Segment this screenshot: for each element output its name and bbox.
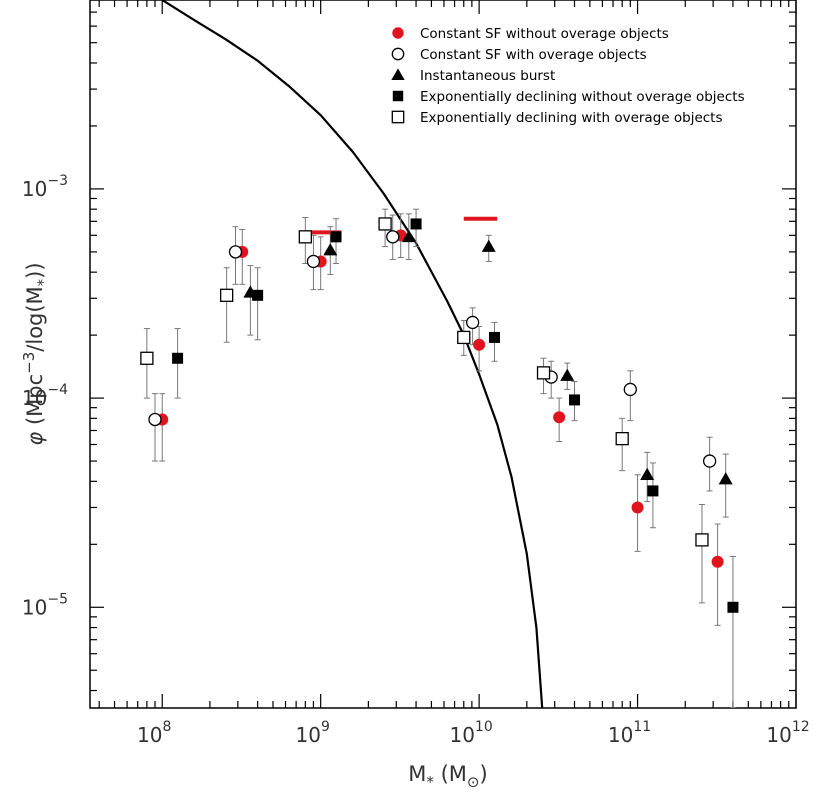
x-tick-label: 1012 xyxy=(766,719,809,747)
data-point-series-2 xyxy=(640,467,655,481)
data-point-series-4 xyxy=(536,366,551,380)
data-point-series-3 xyxy=(252,289,264,301)
data-point-series-4 xyxy=(378,217,392,231)
plot-frame xyxy=(89,0,797,709)
data-point-series-2 xyxy=(323,243,338,256)
x-tick-label: 109 xyxy=(295,719,329,747)
data-point-series-4 xyxy=(298,230,312,244)
model-curve-layer xyxy=(161,0,544,708)
x-tick-label: 1011 xyxy=(608,719,651,747)
legend-marker-0 xyxy=(392,27,404,39)
data-point-series-1 xyxy=(465,315,480,330)
data-point-series-0 xyxy=(553,411,566,424)
axis-ticks xyxy=(90,0,797,708)
data-point-series-4 xyxy=(140,351,154,365)
legend: Constant SF without overage objects Const… xyxy=(391,26,745,126)
markers xyxy=(140,217,739,613)
data-point-series-1 xyxy=(148,412,162,427)
data-point-series-2 xyxy=(401,229,416,243)
data-point-series-3 xyxy=(488,331,500,343)
data-point-series-3 xyxy=(569,394,581,406)
y-tick-label: 10−4 xyxy=(22,382,68,410)
data-point-series-1 xyxy=(386,230,400,244)
x-axis-label: M* (M⊙) xyxy=(408,762,487,791)
data-point-series-0 xyxy=(711,555,724,568)
data-point-series-3 xyxy=(647,485,659,497)
model-curve xyxy=(161,0,544,708)
legend-label-4: Exponentially declining with overage obj… xyxy=(420,110,723,126)
data-points-layer xyxy=(140,208,739,708)
legend-marker-1 xyxy=(391,47,405,61)
legend-label-0: Constant SF without overage objects xyxy=(420,26,669,42)
x-tick-label: 108 xyxy=(137,719,171,747)
error-bars xyxy=(143,208,736,708)
data-point-series-4 xyxy=(615,431,629,446)
data-point-series-3 xyxy=(727,601,739,613)
data-point-series-1 xyxy=(702,454,717,468)
legend-label-2: Instantaneous burst xyxy=(420,68,555,84)
axis-tick-labels: 108 109 1010 1011 1012 10−5 10−4 10−3 xyxy=(22,173,810,747)
data-point-series-4 xyxy=(457,330,471,345)
data-point-series-1 xyxy=(306,254,321,269)
data-point-series-4 xyxy=(220,288,234,302)
data-point-series-1 xyxy=(623,382,637,397)
y-tick-label: 10−5 xyxy=(22,591,68,619)
data-point-series-0 xyxy=(473,338,486,351)
legend-marker-4 xyxy=(391,110,405,124)
data-point-series-2 xyxy=(560,368,575,381)
data-point-series-3 xyxy=(172,352,184,364)
data-point-series-1 xyxy=(228,245,243,259)
data-point-series-3 xyxy=(330,231,342,243)
legend-marker-3 xyxy=(392,90,404,102)
data-point-series-3 xyxy=(410,218,422,230)
legend-marker-2 xyxy=(391,68,405,80)
x-tick-label: 1010 xyxy=(449,719,492,747)
data-point-series-2 xyxy=(718,472,733,485)
data-point-series-0 xyxy=(631,501,644,514)
y-axis-label: φ (Mpc−3/log(M*)) xyxy=(20,262,52,445)
y-tick-label: 10−3 xyxy=(22,173,68,201)
data-point-series-4 xyxy=(695,533,709,547)
data-point-series-2 xyxy=(481,239,496,252)
legend-label-3: Exponentially declining without overage … xyxy=(420,89,745,105)
legend-label-1: Constant SF with overage objects xyxy=(420,47,647,63)
